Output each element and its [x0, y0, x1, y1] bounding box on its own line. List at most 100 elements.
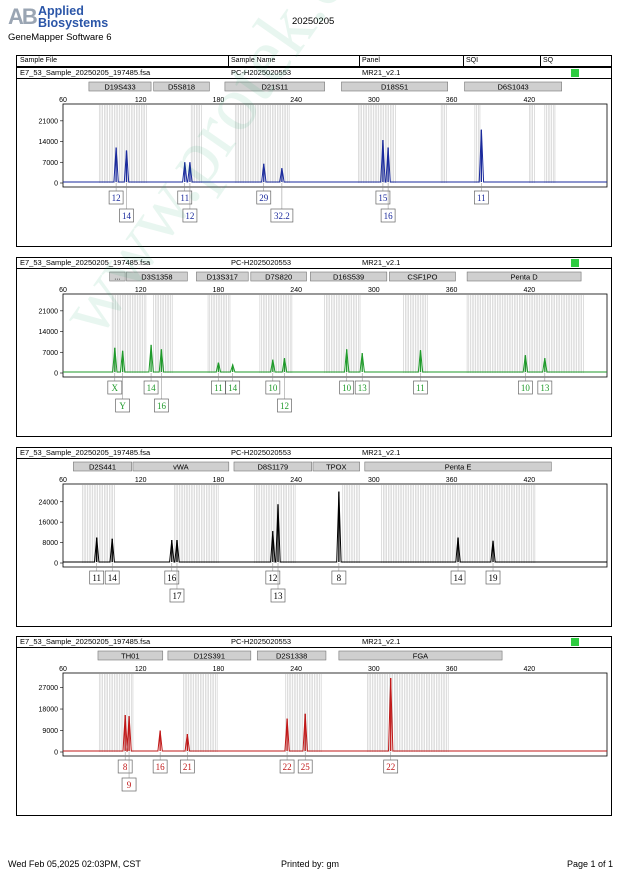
electropherogram-panel: E7_53_Sample_20250205_197485.fsa PC-H2025… [16, 67, 612, 247]
marker-box [233, 461, 312, 472]
marker-label: TH01 [121, 652, 139, 661]
y-tick-label: 7000 [42, 350, 58, 357]
y-tick-label: 0 [54, 750, 58, 757]
x-tick-label: 120 [135, 666, 147, 673]
x-tick-label: 420 [523, 477, 535, 484]
panel-name: MR21_v2.1 [362, 68, 401, 77]
allele-box [339, 380, 355, 395]
marker-label: Penta D [511, 273, 539, 282]
allele-call: X [112, 383, 119, 393]
allele-call: 12 [280, 401, 289, 411]
col-sq: SQ [543, 57, 554, 64]
sample-name: PC-H2025020553 [231, 637, 292, 646]
allele-box [154, 398, 169, 413]
allele-box [108, 190, 124, 205]
x-tick-label: 240 [290, 287, 302, 294]
allele-box [164, 570, 180, 585]
logo-line-1: Applied [38, 4, 84, 18]
x-tick-label: 60 [59, 666, 67, 673]
allele-box [104, 570, 120, 585]
logo-text: Applied Biosystems [38, 4, 109, 30]
marker-box [88, 81, 152, 92]
allele-box [256, 190, 272, 205]
marker-box [153, 81, 210, 92]
run-date: 20250205 [292, 16, 335, 27]
sq-status-indicator [571, 69, 579, 77]
allele-call: 12 [112, 193, 121, 203]
signal-trace [63, 491, 607, 563]
x-tick-label: 300 [368, 287, 380, 294]
logo-line-2: Biosystems [38, 16, 109, 30]
allele-box [179, 759, 195, 774]
footer-date: Wed Feb 05,2025 02:03PM, CST [8, 859, 141, 869]
allele-call: 14 [454, 573, 464, 583]
x-tick-label: 120 [135, 477, 147, 484]
allele-box [270, 588, 286, 603]
printed-by: Printed by: gm [281, 859, 340, 869]
allele-call: Y [119, 401, 126, 411]
sample-name: PC-H2025020553 [231, 258, 292, 267]
allele-call: 12 [185, 211, 194, 221]
marker-label: D21S11 [261, 83, 288, 92]
allele-call: 8 [123, 762, 128, 772]
allele-call: 10 [521, 383, 531, 393]
allele-box [143, 380, 159, 395]
allele-call: 22 [283, 762, 292, 772]
allele-call: 13 [274, 591, 284, 601]
marker-label: D7S820 [265, 273, 292, 282]
electropherogram-chart: D2S441 vWA D8S1179 TPOX Penta E60 120 180 240 30… [39, 461, 608, 603]
x-tick-label: 120 [135, 287, 147, 294]
allele-call: 19 [489, 573, 499, 583]
x-tick-label: 360 [446, 666, 458, 673]
y-tick-label: 7000 [42, 160, 58, 167]
plot-frame [62, 103, 608, 188]
allele-box [107, 380, 123, 395]
allele-box [297, 759, 313, 774]
col-panel: Panel [362, 57, 380, 64]
marker-label: D2S1338 [276, 652, 307, 661]
x-tick-label: 360 [446, 287, 458, 294]
col-sqi: SQI [466, 57, 479, 64]
x-tick-label: 60 [59, 287, 67, 294]
marker-box [364, 461, 552, 472]
panel-title-bar: E7_53_Sample_20250205_197485.fsa PC-H2025… [17, 68, 611, 79]
plot-frame [62, 672, 608, 757]
marker-box [224, 81, 325, 92]
allele-call: 11 [477, 193, 486, 203]
x-tick-label: 180 [213, 477, 225, 484]
allele-call: 11 [416, 383, 425, 393]
sample-name: PC-H2025020553 [231, 448, 292, 457]
marker-label: ... [114, 273, 120, 282]
allele-call: 9 [127, 780, 132, 790]
allele-call: 32.2 [274, 211, 290, 221]
y-tick-label: 14000 [39, 329, 59, 336]
panel-title-bar: E7_53_Sample_20250205_197485.fsa PC-H2025… [17, 258, 611, 269]
marker-label: D13S317 [207, 273, 238, 282]
allele-box [354, 380, 370, 395]
marker-label: CSF1PO [407, 273, 437, 282]
y-tick-label: 21000 [39, 118, 59, 125]
allele-box [119, 208, 134, 223]
x-tick-label: 420 [523, 97, 535, 104]
y-tick-label: 18000 [39, 707, 59, 714]
electropherogram-panel: E7_53_Sample_20250205_197485.fsa PC-H2025… [16, 636, 612, 816]
sample-file: E7_53_Sample_20250205_197485.fsa [20, 258, 151, 267]
allele-call: 11 [92, 573, 101, 583]
x-tick-label: 180 [213, 97, 225, 104]
allele-box [383, 759, 399, 774]
marker-box [389, 271, 456, 282]
marker-label: D8S1179 [257, 463, 288, 472]
marker-label: D19S433 [104, 83, 135, 92]
y-tick-label: 0 [54, 181, 58, 188]
allele-call: 21 [183, 762, 192, 772]
allele-box [265, 570, 281, 585]
marker-box [167, 650, 252, 661]
marker-box [132, 461, 230, 472]
allele-call: 10 [268, 383, 278, 393]
x-tick-label: 420 [523, 666, 535, 673]
electropherogram-panel: E7_53_Sample_20250205_197485.fsa PC-H2025… [16, 257, 612, 437]
sq-status-indicator [571, 259, 579, 267]
y-tick-label: 16000 [39, 520, 59, 527]
allele-call: 12 [268, 573, 277, 583]
marker-label: Penta E [445, 463, 472, 472]
